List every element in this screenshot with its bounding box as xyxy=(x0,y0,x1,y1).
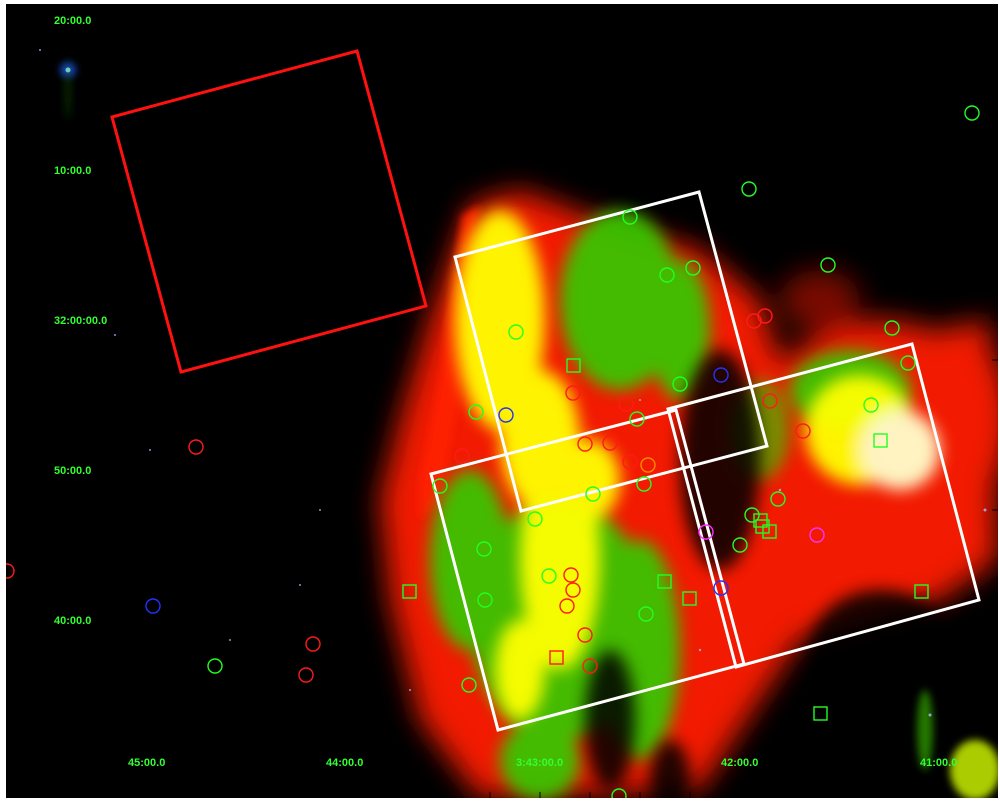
white-field-box-1 xyxy=(453,190,769,513)
green-source-circles xyxy=(207,105,980,798)
nebula-emission xyxy=(6,49,998,798)
green-source-squares xyxy=(402,358,929,721)
red-source-squares xyxy=(549,650,564,665)
ra-label: 42:00.0 xyxy=(721,757,758,769)
red-source-circles xyxy=(6,308,811,683)
dec-label: 40:00.0 xyxy=(54,615,91,627)
dec-label: 10:00.0 xyxy=(54,165,91,177)
ra-label: 3:43:00.0 xyxy=(516,757,563,769)
ra-labels: 45:00.0 44:00.0 3:43:00.0 42:00.0 41:00.… xyxy=(128,757,957,769)
red-field-box xyxy=(110,49,428,374)
dec-label: 20:00.0 xyxy=(54,15,91,27)
dec-label: 50:00.0 xyxy=(54,465,91,477)
ra-label: 41:00.0 xyxy=(920,757,957,769)
white-field-box-3 xyxy=(666,342,981,669)
dec-labels: 20:00.0 10:00.0 32:00:00.0 50:00.0 40:00… xyxy=(54,15,107,627)
ra-label: 44:00.0 xyxy=(326,757,363,769)
magenta-source-circles xyxy=(698,524,825,543)
blue-source-circles xyxy=(145,367,729,614)
dec-label: 32:00:00.0 xyxy=(54,315,107,327)
axis-ticks xyxy=(6,49,941,798)
ra-label: 45:00.0 xyxy=(128,757,165,769)
